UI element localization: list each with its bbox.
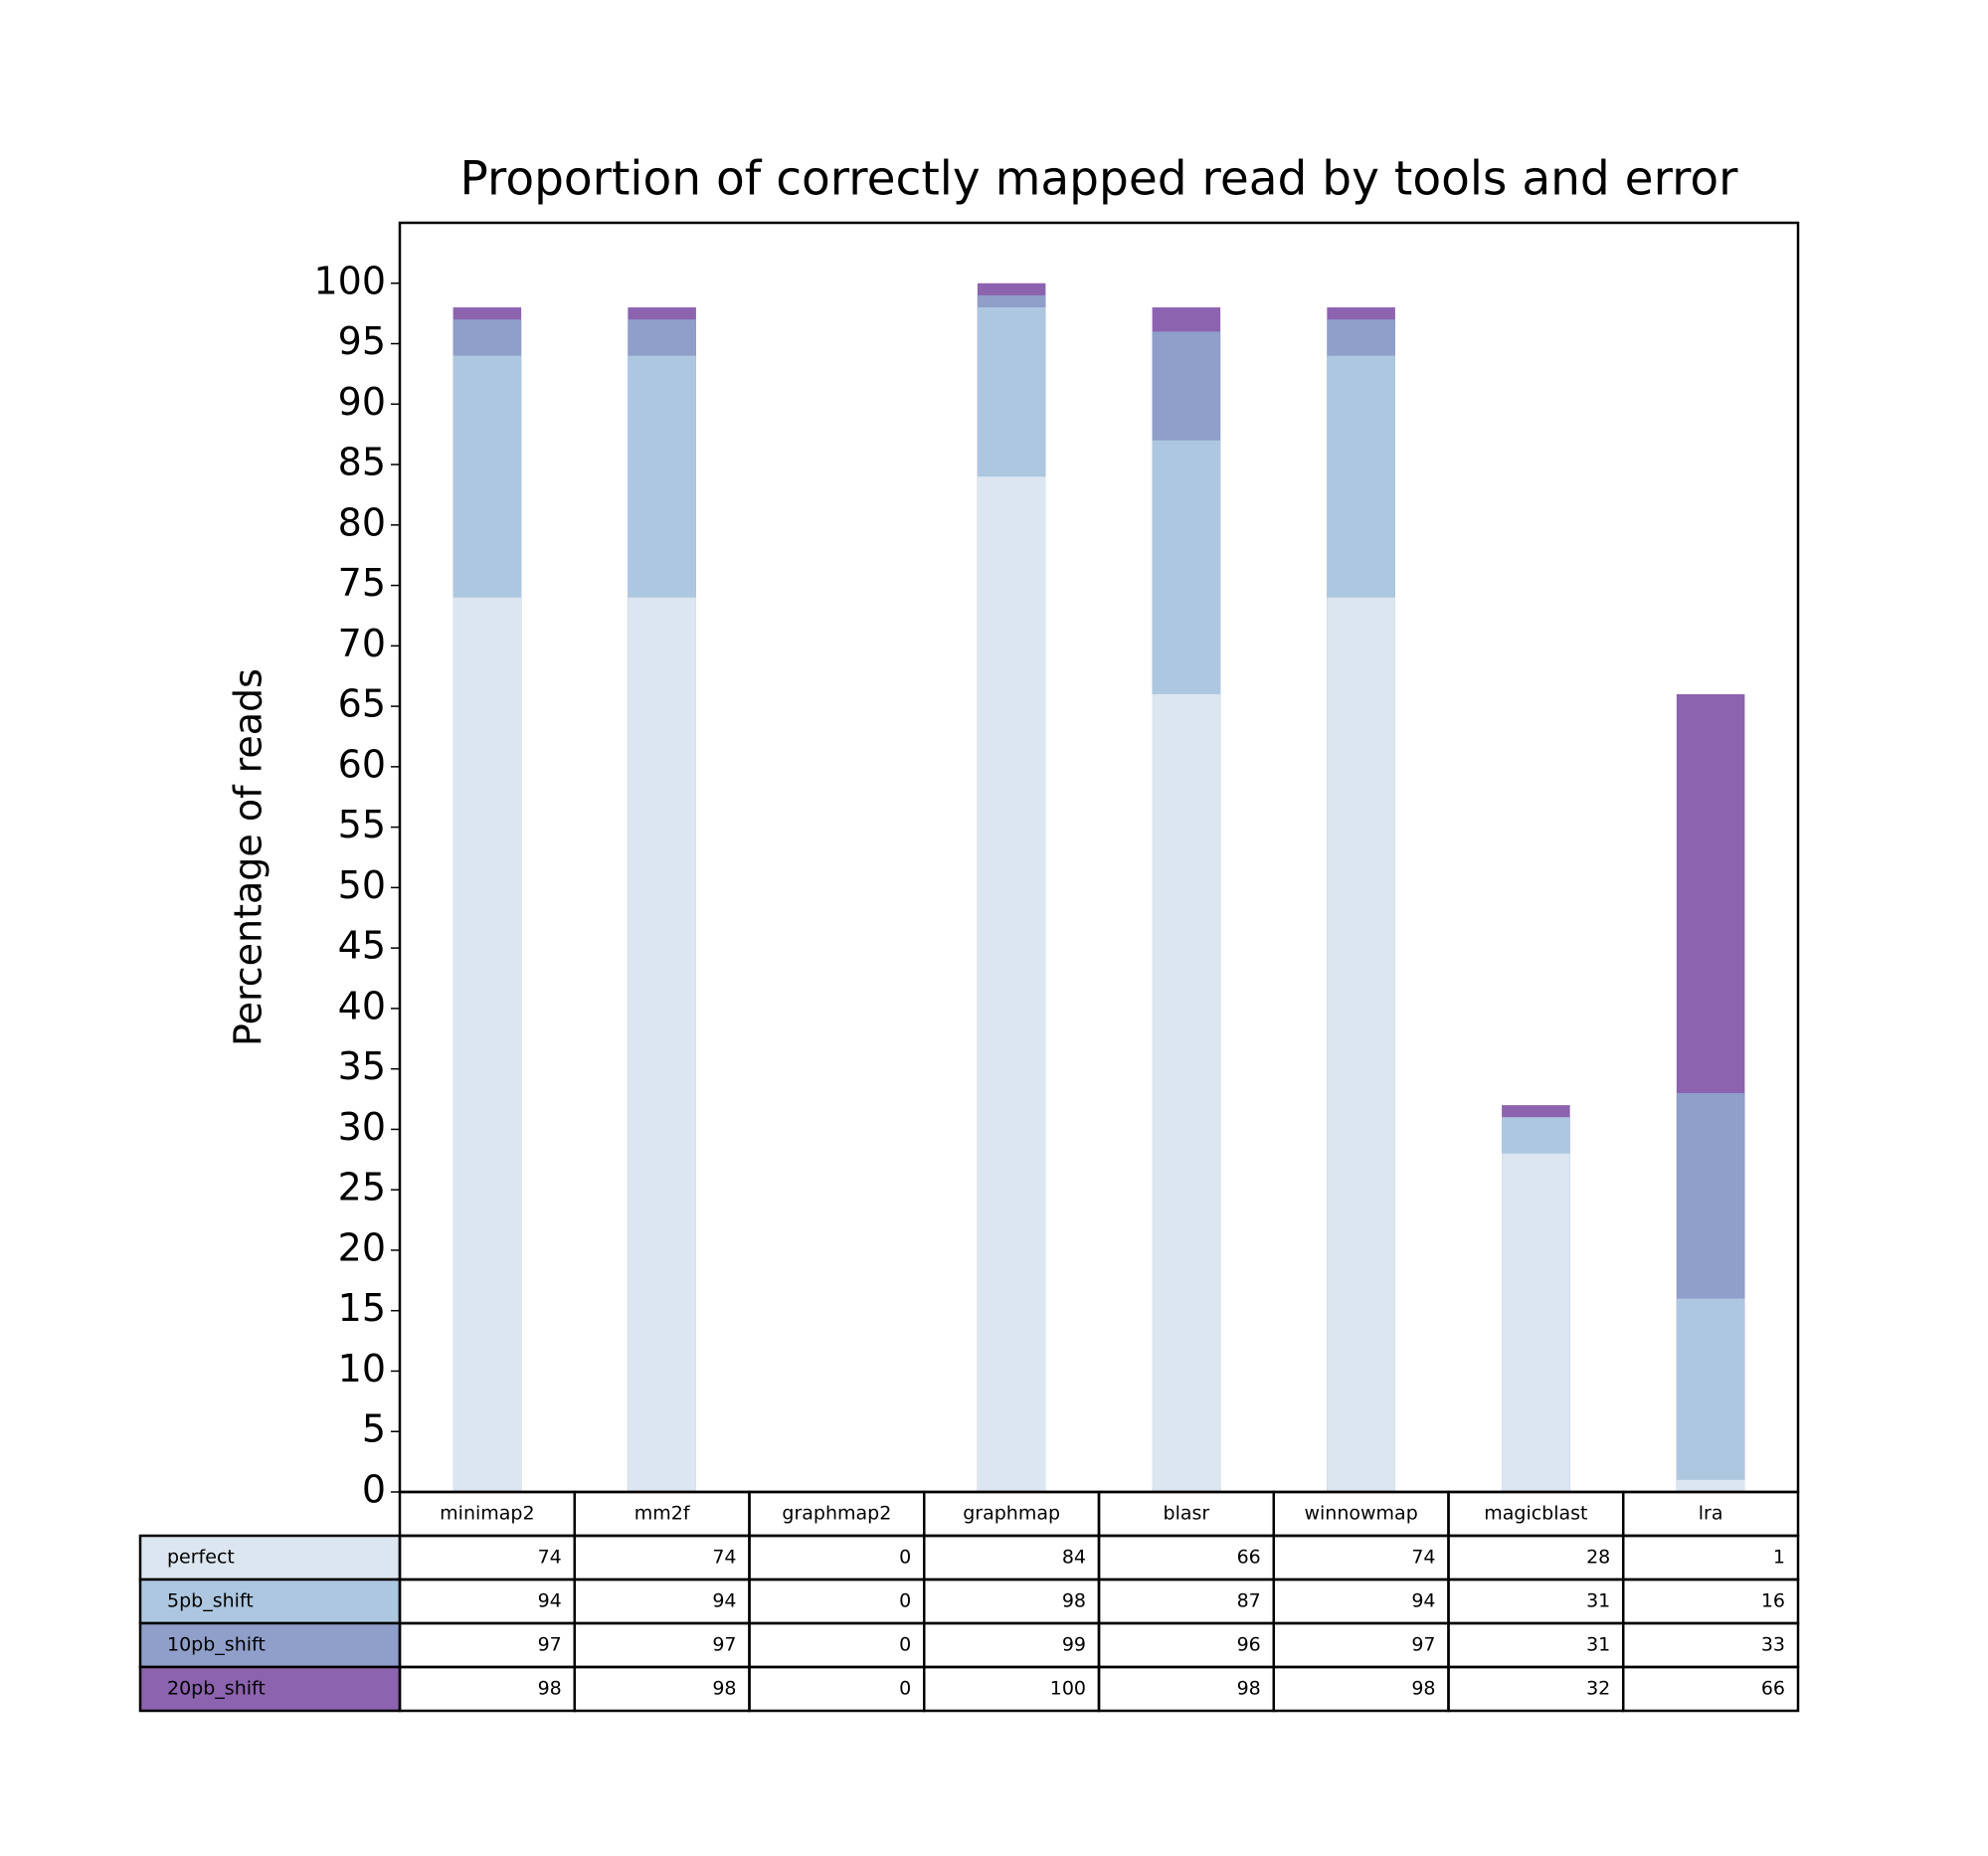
bar	[452, 597, 522, 1492]
table-value: 74	[538, 1547, 562, 1569]
table-value: 0	[899, 1678, 911, 1700]
y-tick-label: 15	[338, 1286, 386, 1330]
y-tick-label: 35	[338, 1044, 386, 1088]
table-column-header: magicblast	[1484, 1503, 1587, 1525]
table-value: 84	[1062, 1547, 1086, 1569]
table-value: 98	[1411, 1678, 1435, 1700]
bar	[1676, 1479, 1745, 1492]
table-column-header: winnowmap	[1304, 1503, 1417, 1525]
y-tick-label: 90	[338, 380, 386, 424]
table-value: 66	[1761, 1678, 1785, 1700]
table-value: 98	[712, 1678, 736, 1700]
y-tick-label: 60	[338, 742, 386, 786]
y-tick-label: 30	[338, 1105, 386, 1149]
table-value: 94	[538, 1590, 562, 1612]
y-tick-label: 55	[338, 803, 386, 846]
table-cell	[1622, 1665, 1800, 1713]
table-value: 31	[1586, 1590, 1610, 1612]
table-column-header: blasr	[1164, 1503, 1210, 1525]
y-tick-label: 0	[362, 1468, 386, 1512]
table-value: 98	[538, 1678, 562, 1700]
legend-label: 10pb_shift	[167, 1634, 266, 1656]
table-cell	[748, 1578, 926, 1625]
y-axis-label: Percentage of reads	[227, 668, 271, 1046]
y-tick-label: 75	[338, 561, 386, 605]
table-value: 100	[1050, 1678, 1086, 1700]
y-tick-label: 80	[338, 500, 386, 544]
table-value: 87	[1237, 1590, 1261, 1612]
legend-label: 5pb_shift	[167, 1590, 254, 1612]
table-cell	[1622, 1534, 1800, 1581]
bar	[1676, 1298, 1745, 1492]
table-value: 97	[712, 1634, 736, 1656]
y-tick-label: 10	[338, 1347, 386, 1391]
y-tick-label: 95	[338, 319, 386, 363]
table-value: 1	[1773, 1547, 1785, 1569]
y-tick-label: 45	[338, 924, 386, 968]
table-value: 98	[1237, 1678, 1261, 1700]
table-cell	[748, 1534, 926, 1581]
table-value: 94	[1411, 1590, 1435, 1612]
y-tick-label: 40	[338, 984, 386, 1027]
table-value: 31	[1586, 1634, 1610, 1656]
table-column-header: minimap2	[440, 1503, 534, 1525]
table-value: 66	[1237, 1547, 1261, 1569]
chart-title: Proportion of correctly mapped read by t…	[460, 152, 1739, 207]
y-tick-label: 50	[338, 863, 386, 907]
table-column-header: graphmap	[963, 1503, 1060, 1525]
table-value: 96	[1237, 1634, 1261, 1656]
legend-swatch	[138, 1534, 402, 1581]
legend-label: 20pb_shift	[167, 1678, 266, 1700]
plot-frame	[398, 221, 1800, 1494]
bar	[977, 476, 1046, 1492]
table-value: 28	[1586, 1547, 1610, 1569]
table-value: 99	[1062, 1634, 1086, 1656]
table-value: 97	[1411, 1634, 1435, 1656]
bar	[1327, 597, 1395, 1492]
table-value: 33	[1761, 1634, 1785, 1656]
table-value: 74	[1411, 1547, 1435, 1569]
table-cell	[748, 1621, 926, 1669]
table-value: 0	[899, 1547, 911, 1569]
bar	[1152, 693, 1221, 1492]
table-value: 0	[899, 1634, 911, 1656]
table-column-header: mm2f	[634, 1503, 691, 1525]
table-cell	[748, 1665, 926, 1713]
table-column-header: lra	[1699, 1503, 1723, 1525]
table-value: 97	[538, 1634, 562, 1656]
table-value: 94	[712, 1590, 736, 1612]
table-value: 32	[1586, 1678, 1610, 1700]
legend-label: perfect	[167, 1547, 235, 1569]
y-tick-label: 85	[338, 441, 386, 484]
y-tick-label: 20	[338, 1225, 386, 1269]
legend-swatch	[138, 1665, 402, 1713]
table-value: 0	[899, 1590, 911, 1612]
y-tick-label: 65	[338, 682, 386, 726]
bar	[628, 597, 696, 1492]
table-value: 98	[1062, 1590, 1086, 1612]
y-tick-label: 100	[313, 259, 386, 302]
table-value: 74	[712, 1547, 736, 1569]
y-tick-label: 25	[338, 1166, 386, 1209]
table-value: 16	[1761, 1590, 1785, 1612]
bar	[1502, 1153, 1570, 1492]
y-tick-label: 70	[338, 622, 386, 665]
table-column-header: graphmap2	[782, 1503, 891, 1525]
y-tick-label: 5	[362, 1407, 386, 1451]
